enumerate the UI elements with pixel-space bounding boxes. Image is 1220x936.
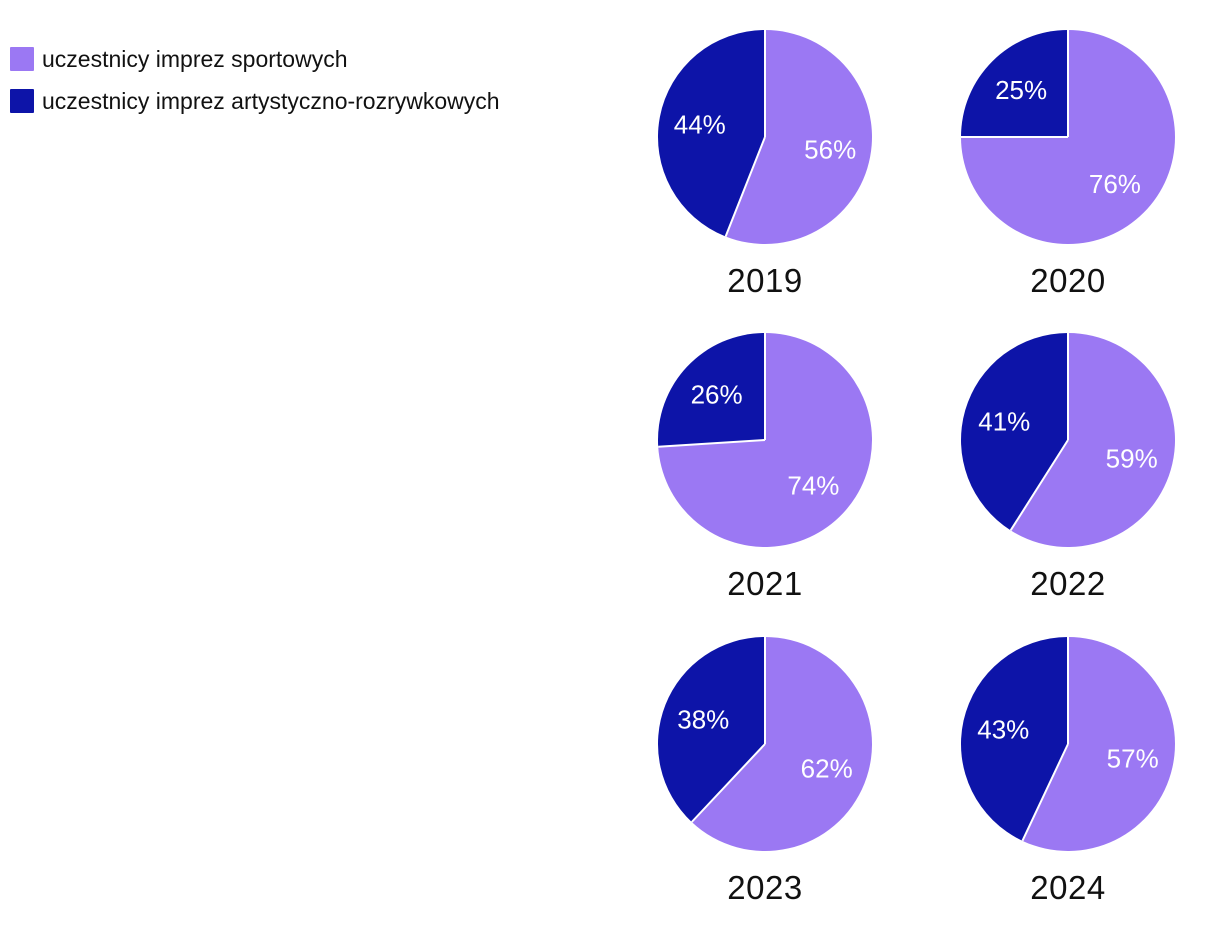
slice-separator: [1009, 439, 1069, 531]
legend: uczestnicy imprez sportowych uczestnicy …: [10, 47, 500, 131]
legend-label-sport: uczestnicy imprez sportowych: [42, 46, 348, 72]
slice-label-sport-2022: 59%: [1106, 444, 1158, 474]
legend-item-sport: uczestnicy imprez sportowych: [10, 47, 500, 71]
slice-separator: [1021, 743, 1069, 842]
year-label-2021: 2021: [727, 565, 803, 602]
slice-label-art-2021: 26%: [691, 380, 743, 410]
year-label-2024: 2024: [1030, 869, 1106, 906]
slice-label-art-2019: 44%: [674, 110, 726, 140]
pie-chart-2021: 74% 26%: [657, 333, 872, 547]
slice-separator: [658, 439, 766, 448]
slice-art-2024: [960, 637, 1068, 841]
slice-label-art-2020: 25%: [995, 75, 1047, 105]
slice-label-art-2022: 41%: [978, 407, 1030, 437]
pie-cell-2019: 56% 44% 2019: [650, 22, 880, 300]
pie-chart-2020: 76% 25%: [961, 30, 1175, 244]
slice-label-art-2024: 43%: [977, 715, 1029, 745]
slice-art-2020: [961, 30, 1068, 137]
legend-item-art: uczestnicy imprez artystyczno-rozrywkowy…: [10, 89, 500, 113]
slice-art-2021: [657, 333, 765, 447]
year-label-2019: 2019: [727, 262, 803, 299]
year-label-2023: 2023: [727, 869, 803, 906]
pie-cell-2022: 59% 41% 2022: [953, 325, 1183, 603]
pie-chart-2022: 59% 41%: [961, 333, 1176, 547]
slice-separator: [724, 136, 766, 237]
year-label-2020: 2020: [1030, 262, 1106, 299]
slice-label-sport-2020: 76%: [1089, 169, 1141, 199]
slice-sport-2019: [725, 30, 872, 244]
slice-sport-2023: [691, 637, 872, 851]
pie-cell-2021: 74% 26% 2021: [650, 325, 880, 603]
legend-label-art: uczestnicy imprez artystyczno-rozrywkowy…: [42, 88, 500, 114]
year-label-2022: 2022: [1030, 565, 1106, 602]
slice-label-sport-2024: 57%: [1107, 744, 1159, 774]
slice-label-sport-2023: 62%: [801, 753, 853, 783]
pie-cell-2023: 62% 38% 2023: [650, 629, 880, 907]
slice-art-2023: [657, 637, 765, 822]
legend-swatch-sport: [10, 47, 34, 71]
pie-chart-2024: 57% 43%: [960, 637, 1175, 851]
slice-separator: [691, 743, 766, 823]
slice-label-sport-2019: 56%: [804, 134, 856, 164]
pie-cell-2024: 57% 43% 2024: [953, 629, 1183, 907]
slice-sport-2024: [1022, 637, 1175, 851]
slice-sport-2022: [1010, 333, 1176, 547]
legend-swatch-art: [10, 89, 34, 113]
slice-label-art-2023: 38%: [677, 705, 729, 735]
slice-art-2019: [657, 30, 765, 237]
pie-chart-2019: 56% 44%: [657, 30, 872, 244]
slice-label-sport-2021: 74%: [787, 470, 839, 500]
pie-chart-2023: 62% 38%: [657, 637, 872, 851]
pie-cell-2020: 76% 25% 2020: [953, 22, 1183, 300]
